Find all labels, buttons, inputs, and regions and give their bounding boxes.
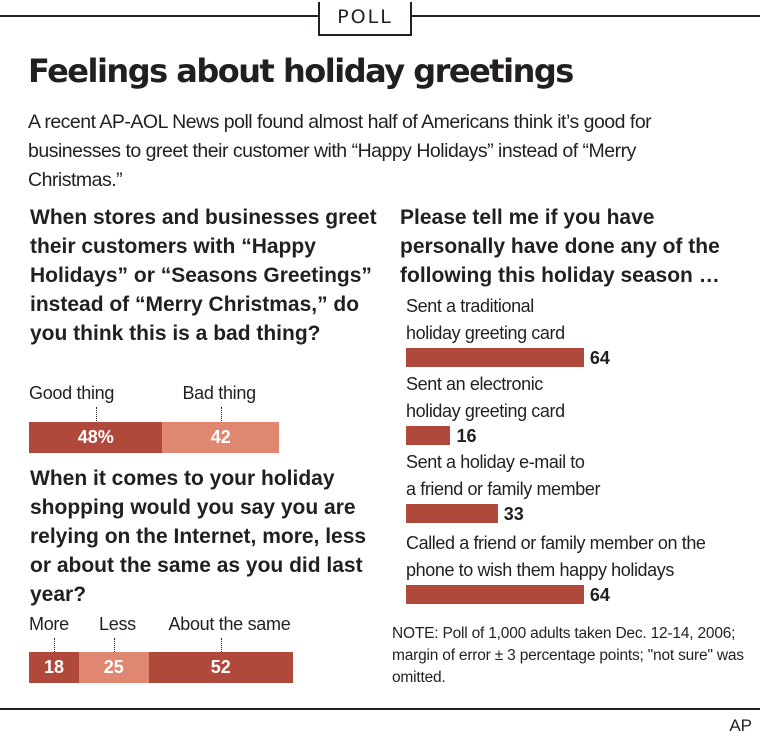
activity-label: Called a friend or family member on the p… bbox=[406, 530, 751, 584]
leader-tick-good-thing bbox=[95, 407, 97, 421]
source-credit: AP bbox=[729, 716, 752, 735]
bar-segment-good-thing: 48% bbox=[29, 422, 163, 453]
activity-bar bbox=[406, 585, 584, 604]
activity-label-line: holiday greeting card bbox=[406, 323, 565, 343]
intro-text: A recent AP-AOL News poll found almost h… bbox=[28, 111, 652, 191]
activity-label-line: Sent a traditional bbox=[406, 296, 534, 316]
poll-note: NOTE: Poll of 1,000 adults taken Dec. 12… bbox=[392, 625, 744, 686]
poll-tag: POLL bbox=[318, 2, 412, 36]
question-activities: Please tell me if you have personally ha… bbox=[400, 206, 720, 287]
activity-label-line: a friend or family member bbox=[406, 479, 601, 499]
bar-segment-about-the-same: 52 bbox=[148, 652, 294, 683]
activity-value: 16 bbox=[456, 426, 477, 446]
graphic-title: Feelings about holiday greetings bbox=[28, 52, 574, 90]
activity-bar bbox=[406, 348, 584, 367]
question-internet-shopping: When it comes to your holiday shopping w… bbox=[30, 467, 367, 606]
activity-bar bbox=[406, 426, 451, 445]
activity-value: 64 bbox=[589, 348, 610, 368]
legend-label-about-the-same: About the same bbox=[168, 614, 291, 634]
activity-value: 64 bbox=[589, 585, 610, 605]
legend-label-more: More bbox=[29, 614, 69, 634]
activity-label-line: Sent an electronic bbox=[406, 374, 543, 394]
activity-label: Sent an electronic holiday greeting card bbox=[406, 371, 751, 425]
question-greetings: When stores and businesses greet their c… bbox=[30, 206, 377, 345]
leader-tick-more bbox=[54, 638, 56, 652]
bar-segment-less: 25 bbox=[79, 652, 149, 683]
activity-label-line: Called a friend or family member on the bbox=[406, 533, 706, 553]
bottom-rule bbox=[0, 708, 760, 710]
bar-segment-more: 18 bbox=[29, 652, 80, 683]
leader-tick-bad-thing bbox=[220, 407, 222, 421]
leader-tick-less bbox=[113, 638, 115, 652]
legend-label-bad-thing: Bad thing bbox=[182, 383, 256, 403]
legend-label-less: Less bbox=[99, 614, 136, 634]
activity-label: Sent a traditional holiday greeting card bbox=[406, 293, 751, 347]
activity-value: 33 bbox=[503, 504, 524, 524]
legend-label-good-thing: Good thing bbox=[29, 383, 115, 403]
activity-label: Sent a holiday e-mail to a friend or fami… bbox=[406, 449, 751, 503]
activity-bar bbox=[406, 504, 498, 523]
activity-label-line: phone to wish them happy holidays bbox=[406, 560, 674, 580]
leader-tick-about-the-same bbox=[220, 638, 222, 652]
bar-segment-bad-thing: 42 bbox=[162, 422, 280, 453]
activity-label-line: Sent a holiday e-mail to bbox=[406, 452, 585, 472]
activity-label-line: holiday greeting card bbox=[406, 401, 565, 421]
